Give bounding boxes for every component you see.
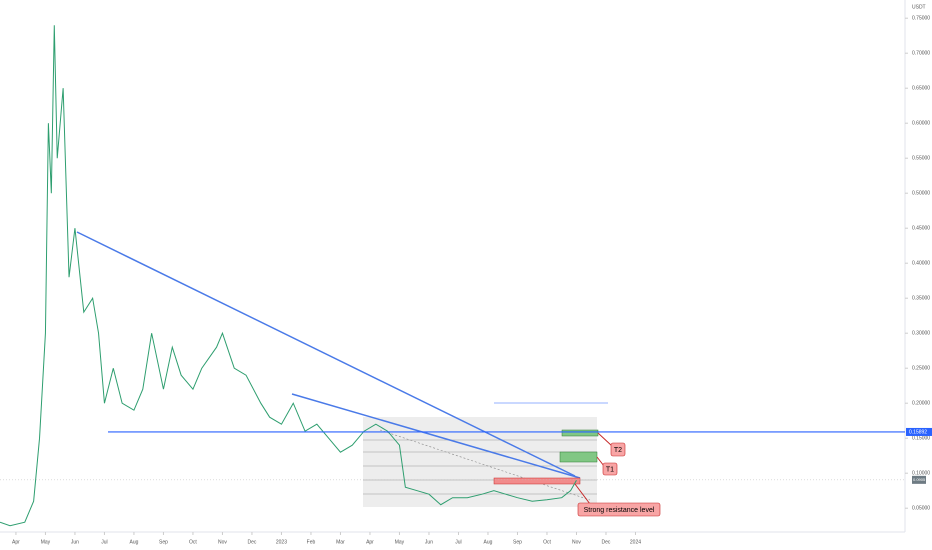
x-tick-label: Dec [602,539,611,545]
x-tick-label: May [41,539,51,545]
x-tick-label: Jul [455,539,461,545]
y-tick-label: 0.20000 [912,401,930,407]
callout [602,462,618,476]
y-tick-label: 0.60000 [912,121,930,127]
x-tick-label: 2023 [276,539,287,545]
x-tick-label: Jun [425,539,433,545]
y-tick-label: 0.15000 [912,436,930,442]
x-tick-label: Apr [366,539,374,545]
x-tick-label: Oct [189,539,197,545]
y-tick-label: 0.25000 [912,366,930,372]
callout [577,502,661,517]
x-tick-label: Oct [543,539,551,545]
annotation: T1 [606,466,614,473]
x-tick-label: Sep [513,539,522,545]
target-box [559,451,598,463]
trendline [76,231,576,477]
dashed-path [379,429,591,501]
x-tick-label: Apr [12,539,20,545]
y-tick-label: 0.40000 [912,261,930,267]
last-price-label: 0.0905 [913,477,926,482]
x-tick-label: Jun [71,539,79,545]
y-tick-label: 0.45000 [912,226,930,232]
target-box [561,429,599,437]
annotation: T2 [614,447,622,454]
x-tick-label: Nov [218,539,227,545]
callout [610,442,626,457]
unit-label: USDT [912,4,926,10]
y-tick-label: 0.10000 [912,471,930,477]
y-tick-label: 0.70000 [912,51,930,57]
y-tick-label: 0.50000 [912,191,930,197]
x-tick-label: May [395,539,405,545]
y-tick-label: 0.35000 [912,296,930,302]
resistance-box [493,477,581,485]
y-tick-label: 0.75000 [912,16,930,22]
callout-pointer [574,483,591,505]
y-tick-label: 0.05000 [912,506,930,512]
x-tick-label: Nov [572,539,581,545]
y-tick-label: 0.55000 [912,156,930,162]
level-tag [906,427,932,436]
x-tick-label: Feb [307,539,316,545]
y-tick-label: 0.65000 [912,86,930,92]
annotation: Strong resistance level [584,507,655,514]
x-tick-label: 2024 [630,539,641,545]
x-tick-label: Dec [247,539,256,545]
y-tick-label: 0.30000 [912,331,930,337]
x-tick-label: Jul [101,539,107,545]
trendline [291,393,581,479]
price-line [0,25,577,527]
level-label: 0.15892 [909,429,927,435]
x-tick-label: Mar [336,539,345,545]
callout-pointer [597,432,613,447]
x-tick-label: Aug [129,539,138,545]
last-price-tag [912,475,926,484]
x-tick-label: Aug [484,539,493,545]
x-tick-label: Sep [159,539,168,545]
